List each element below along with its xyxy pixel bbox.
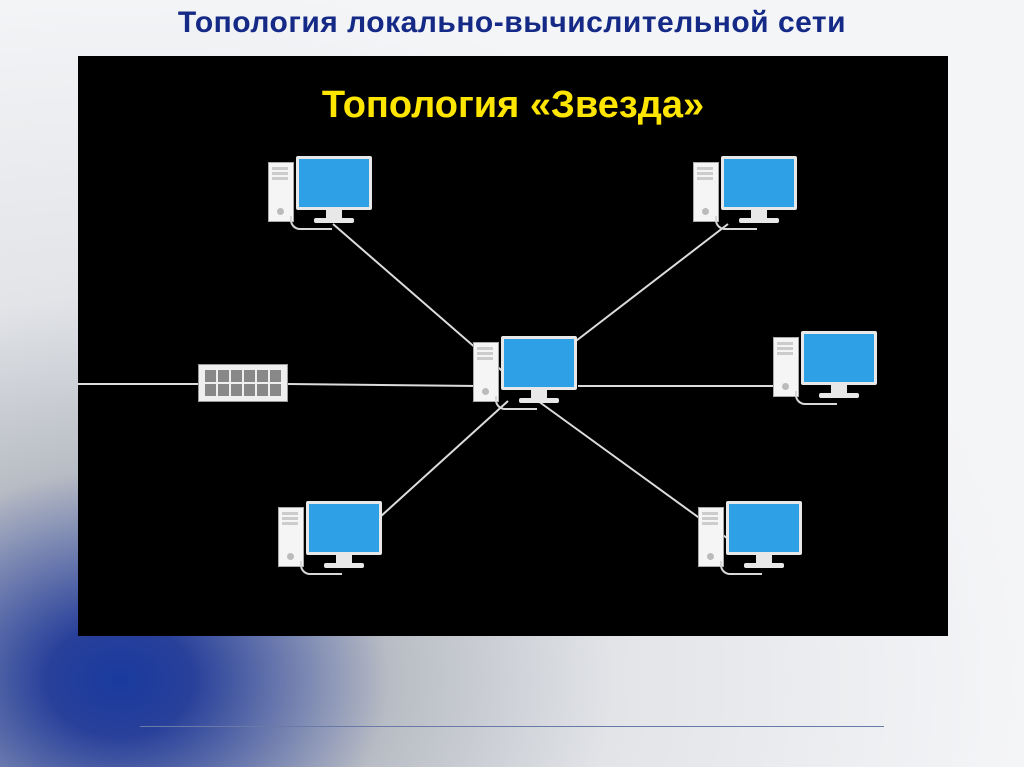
tower-icon: [473, 342, 499, 402]
monitor-icon: [726, 501, 802, 555]
cable-icon: [715, 216, 757, 230]
diagram-panel: Топология «Звезда»: [78, 56, 948, 636]
port-icon: [244, 384, 255, 396]
slide: Топология локально-вычислительной сети Т…: [0, 0, 1024, 767]
hub-ports: [205, 370, 281, 396]
tower-icon: [693, 162, 719, 222]
computer-node: [278, 501, 388, 581]
port-icon: [205, 384, 216, 396]
monitor-icon: [721, 156, 797, 210]
port-icon: [270, 370, 281, 382]
computer-node: [268, 156, 378, 236]
monitor-icon: [801, 331, 877, 385]
port-icon: [218, 384, 229, 396]
cable-icon: [290, 216, 332, 230]
port-icon: [270, 384, 281, 396]
hub-device: [198, 364, 288, 402]
cable-icon: [720, 561, 762, 575]
monitor-icon: [306, 501, 382, 555]
slide-title: Топология локально-вычислительной сети: [0, 6, 1024, 40]
tower-icon: [773, 337, 799, 397]
port-icon: [231, 370, 242, 382]
monitor-icon: [296, 156, 372, 210]
tower-icon: [278, 507, 304, 567]
port-icon: [218, 370, 229, 382]
tower-icon: [698, 507, 724, 567]
computer-node: [698, 501, 808, 581]
tower-icon: [268, 162, 294, 222]
cable-icon: [300, 561, 342, 575]
port-icon: [231, 384, 242, 396]
footer-rule: [140, 726, 884, 727]
port-icon: [257, 384, 268, 396]
port-icon: [257, 370, 268, 382]
computer-node: [473, 336, 583, 416]
computer-node: [773, 331, 883, 411]
cable-icon: [495, 396, 537, 410]
monitor-icon: [501, 336, 577, 390]
port-icon: [244, 370, 255, 382]
cable-icon: [795, 391, 837, 405]
computer-node: [693, 156, 803, 236]
wire: [288, 384, 478, 386]
port-icon: [205, 370, 216, 382]
